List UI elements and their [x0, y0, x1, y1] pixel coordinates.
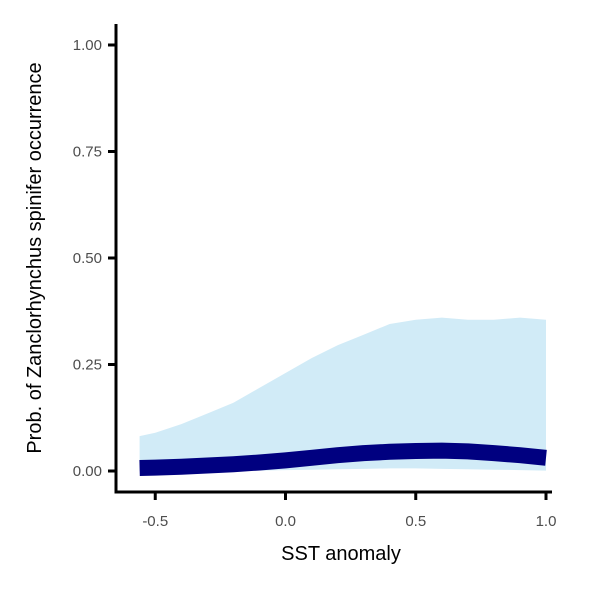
plot-area [139, 317, 547, 476]
axes: 0.00 0.25 0.50 0.75 1.00 -0.5 0.0 0.5 1.0 [73, 24, 557, 530]
y-tick-label: 0.75 [73, 144, 102, 161]
y-tick-label: 1.00 [73, 37, 102, 54]
confidence-ribbon [139, 317, 546, 471]
y-axis-title: Prob. of Zanclorhynchus spinifer occurre… [24, 62, 46, 453]
x-tick-label: 0.5 [405, 513, 426, 530]
x-tick-label: -0.5 [142, 513, 168, 530]
x-tick-label: 1.0 [536, 513, 557, 530]
fitted-line [139, 442, 547, 476]
y-tick-label: 0.00 [73, 463, 102, 480]
y-tick-label: 0.25 [73, 357, 102, 374]
x-axis-title: SST anomaly [281, 543, 401, 565]
y-tick-label: 0.50 [73, 250, 102, 267]
x-tick-label: 0.0 [275, 513, 296, 530]
